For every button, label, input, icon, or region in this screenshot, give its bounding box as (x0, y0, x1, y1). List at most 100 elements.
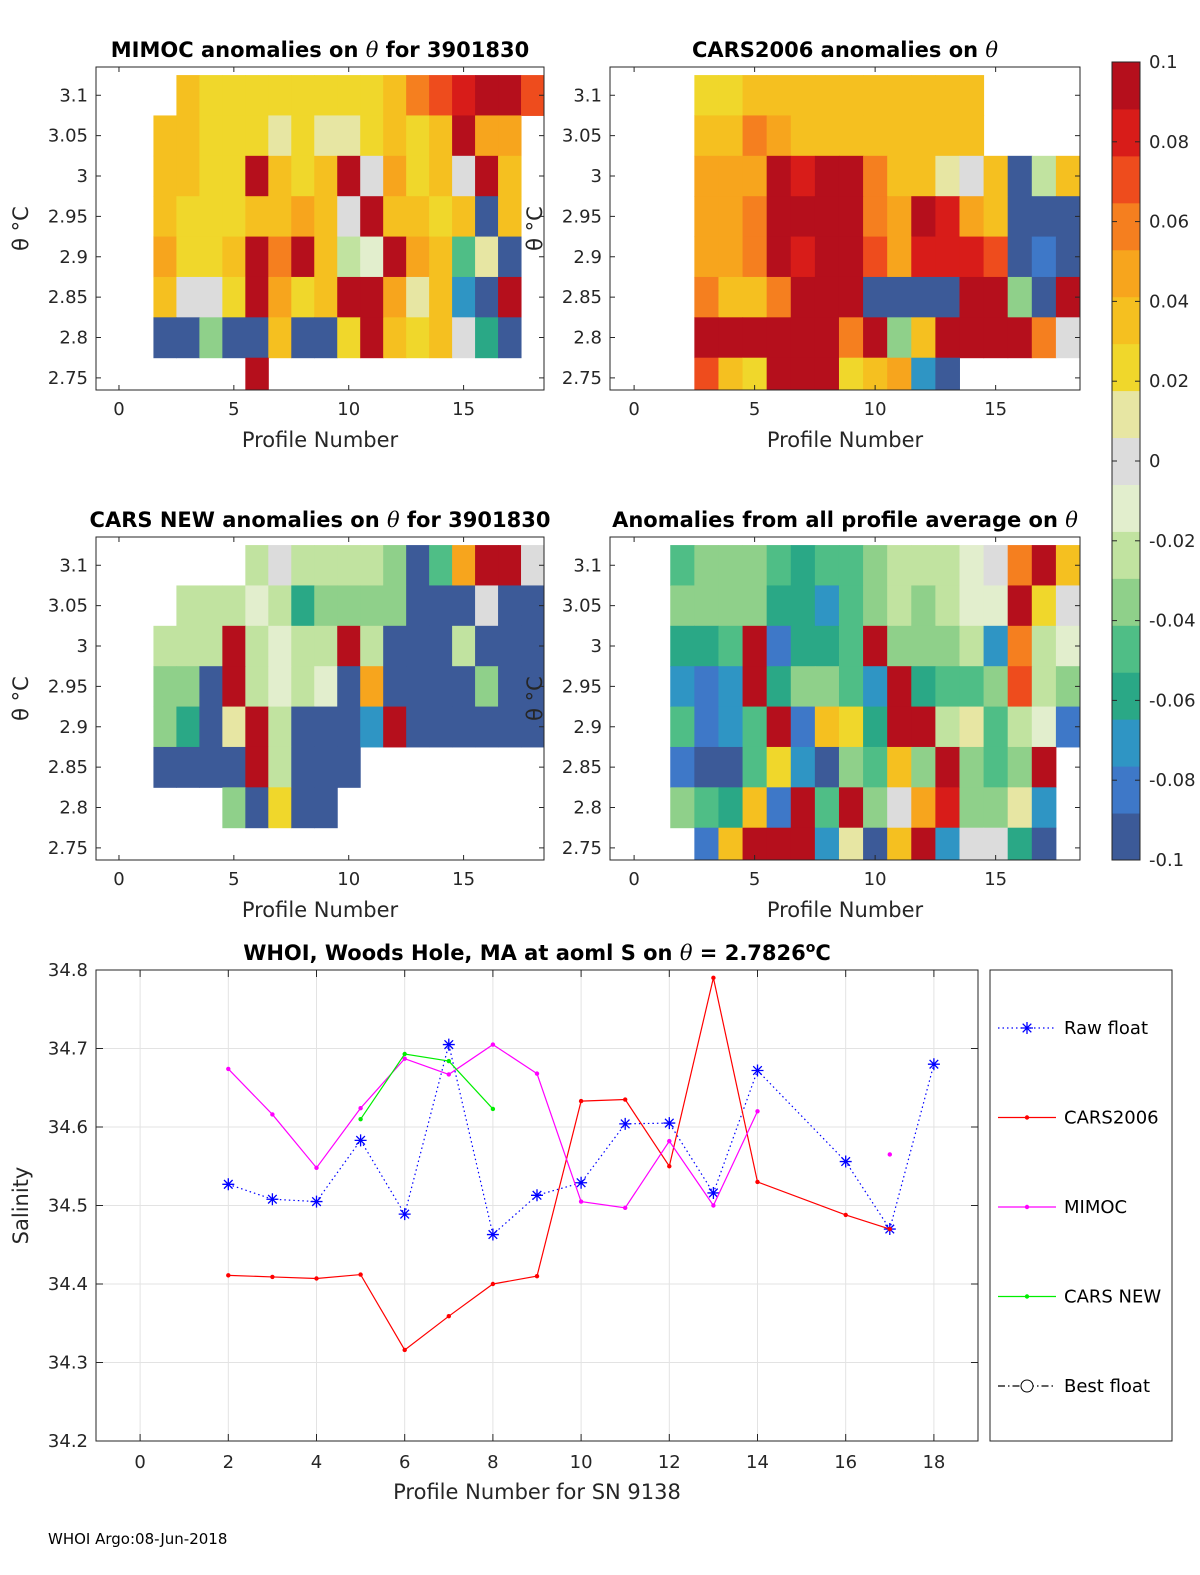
heatmap-cell (475, 706, 499, 748)
heatmap-cell (199, 155, 223, 197)
data-point-marker (442, 1038, 455, 1051)
colorbar-tick-label: 0.02 (1149, 371, 1189, 392)
heatmap-cell (521, 75, 544, 116)
heatmap-cell (935, 706, 960, 748)
heatmap-cell (314, 787, 338, 829)
heatmap-cell (222, 746, 246, 788)
x-tick-label: 15 (452, 399, 475, 420)
heatmap-cell (983, 276, 1009, 318)
heatmap-cell (291, 196, 315, 238)
heatmap-cell (291, 706, 315, 748)
y-tick-label: 34.8 (48, 960, 88, 981)
heatmap-cell (222, 666, 246, 708)
heatmap-cell (694, 827, 719, 860)
heatmap-cell (1007, 155, 1033, 197)
title-part: o (806, 940, 816, 956)
heatmap-cell (766, 155, 792, 197)
heatmap-cell (814, 357, 840, 390)
y-tick-label: 2.85 (562, 757, 602, 778)
colorbar-tick-label: -0.08 (1149, 770, 1196, 791)
heatmap-cell (291, 276, 315, 318)
heatmap-cell (911, 827, 936, 860)
y-tick-label: 2.95 (48, 206, 88, 227)
heatmap-cell (498, 625, 522, 667)
heatmap-cell (176, 155, 200, 197)
heatmap-cell (245, 746, 269, 788)
y-tick-label: 34.2 (48, 1431, 88, 1452)
data-point-marker (402, 1347, 407, 1353)
title-part: θ (1065, 508, 1078, 532)
y-tick-label: 3.05 (562, 126, 602, 147)
heatmap-cell (406, 706, 430, 748)
x-tick-label: 10 (337, 869, 360, 890)
heatmap-cell (475, 625, 499, 667)
heatmap-cell (718, 357, 744, 390)
heatmap-cell (222, 196, 246, 238)
colorbar-swatch (1112, 813, 1140, 861)
heatmap-cell (863, 827, 888, 860)
heatmap-cell (199, 706, 223, 748)
x-tick-label: 5 (228, 399, 239, 420)
title-part: θ (680, 941, 693, 965)
colorbar-swatch (1112, 719, 1140, 767)
colorbar-swatch (1112, 249, 1140, 298)
colorbar-swatch (1112, 155, 1140, 204)
heatmap-cell (314, 625, 338, 667)
heatmap-cell (790, 827, 816, 860)
data-point-marker (446, 1072, 451, 1077)
y-tick-label: 3 (77, 636, 88, 657)
heatmap-cell (959, 585, 985, 627)
heatmap-cell (718, 155, 744, 197)
heatmap-cell (814, 196, 840, 238)
heatmap-cell (718, 115, 744, 157)
heatmap-cell (314, 155, 338, 197)
heatmap-cell (153, 236, 177, 278)
data-point-marker (398, 1208, 411, 1221)
heatmap-cell (429, 236, 453, 278)
heatmap-cell (983, 625, 1009, 667)
heatmap-cell (176, 585, 200, 627)
heatmap-cell (742, 666, 768, 708)
heatmap-cell (268, 706, 292, 748)
heatmap-cell (498, 706, 522, 748)
colorbar-tick-label: -0.06 (1149, 690, 1196, 711)
heatmap-cell (245, 357, 269, 390)
heatmap-cell (314, 666, 338, 708)
heatmap-cell (766, 357, 792, 390)
heatmap-cell (790, 746, 816, 788)
heatmap-cell (983, 746, 1009, 788)
data-point-marker (402, 1056, 407, 1061)
heatmap-cell (694, 746, 719, 788)
heatmap-cell (742, 706, 768, 748)
heatmap-cell (935, 787, 960, 829)
title-part: MIMOC anomalies on (111, 38, 366, 62)
heatmap-cell (863, 236, 888, 278)
heatmap-cell (245, 317, 269, 359)
y-tick-label: 2.9 (59, 717, 88, 738)
data-point-marker (843, 1212, 848, 1218)
heatmap-cell (911, 625, 936, 667)
colorbar-tick-label: -0.1 (1149, 850, 1184, 871)
heatmap-cell (887, 276, 912, 318)
heatmap-cell (360, 115, 384, 157)
title-part: CARS NEW anomalies on (90, 508, 387, 532)
heatmap-cell (718, 787, 744, 829)
y-tick-label: 2.75 (48, 368, 88, 389)
x-axis-label: Profile Number (767, 428, 924, 452)
heatmap-cell (742, 196, 768, 238)
heatmap-cell (718, 545, 744, 586)
heatmap-cell (766, 827, 792, 860)
heatmap-cell (863, 746, 888, 788)
heatmap-cell (863, 625, 888, 667)
heatmap-cell (452, 706, 476, 748)
heatmap-cell (694, 276, 719, 318)
x-tick-label: 0 (134, 1452, 145, 1473)
heatmap-cell (935, 545, 960, 586)
heatmap-cell (670, 706, 695, 748)
heatmap-cells (153, 75, 544, 390)
heatmap-cell (814, 317, 840, 359)
heatmap-cell (694, 196, 719, 238)
heatmap-cell (790, 585, 816, 627)
heatmap-cell (790, 115, 816, 157)
colorbar-swatch (1112, 202, 1140, 251)
